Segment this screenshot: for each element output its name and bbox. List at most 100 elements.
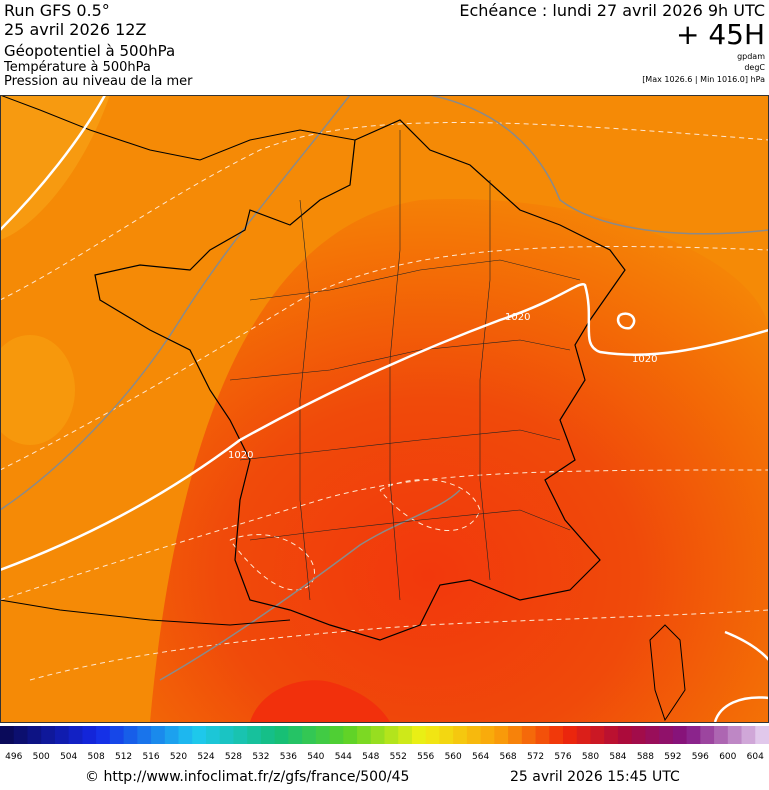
- scale-swatch: [604, 726, 619, 744]
- scale-swatch: [151, 726, 166, 744]
- scale-label: 500: [33, 752, 50, 762]
- scale-label: 504: [60, 752, 77, 762]
- scale-swatch: [549, 726, 564, 744]
- scale-label: 580: [582, 752, 599, 762]
- unit-gpdam: gpdam: [737, 52, 765, 61]
- scale-label: 512: [115, 752, 132, 762]
- scale-swatch: [0, 726, 15, 744]
- scale-swatch: [274, 726, 289, 744]
- scale-label: 496: [5, 752, 22, 762]
- scale-swatch: [219, 726, 234, 744]
- scale-swatch: [645, 726, 660, 744]
- scale-swatch: [425, 726, 440, 744]
- generated-time: 25 avril 2026 15:45 UTC: [510, 769, 680, 785]
- scale-swatch: [494, 726, 509, 744]
- scale-swatch: [535, 726, 550, 744]
- coastline-uk: [0, 95, 356, 161]
- scale-swatch: [700, 726, 715, 744]
- scale-label: 588: [637, 752, 654, 762]
- pressure-range: [Max 1026.6 | Min 1016.0] hPa: [642, 75, 765, 84]
- scale-swatch: [466, 726, 482, 744]
- geopotential-lines: [0, 95, 769, 681]
- warm-zone: [150, 199, 769, 722]
- color-scale: 496 500 504 508 512 516 520 524 528 532 536 540 544 5…: [0, 726, 769, 762]
- scale-label: 596: [692, 752, 709, 762]
- scale-swatch: [384, 726, 399, 744]
- isotherms: [0, 122, 769, 681]
- scale-label: 556: [417, 752, 434, 762]
- scale-swatch: [576, 726, 591, 744]
- scale-label: 548: [362, 752, 379, 762]
- scale-label: 544: [335, 752, 352, 762]
- coastline-spain: [0, 599, 291, 626]
- scale-swatch: [164, 726, 180, 744]
- scale-swatch: [343, 726, 358, 744]
- scale-swatch: [563, 726, 578, 744]
- scale-swatch: [205, 726, 221, 744]
- scale-label: 604: [747, 752, 764, 762]
- scale-swatch: [370, 726, 385, 744]
- scale-swatch: [439, 726, 454, 744]
- corsica: [649, 624, 686, 722]
- scale-label: 564: [472, 752, 489, 762]
- scale-label: 552: [390, 752, 407, 762]
- scale-swatch: [192, 726, 207, 744]
- scale-swatch: [755, 726, 769, 744]
- scale-label: 528: [225, 752, 242, 762]
- scale-swatch: [233, 726, 248, 744]
- scale-swatch: [27, 726, 42, 744]
- scale-swatch: [714, 726, 729, 744]
- cool-zone: [0, 335, 75, 445]
- isobar-label: 1020: [228, 450, 253, 461]
- scale-swatch: [260, 726, 276, 744]
- scale-swatch: [741, 726, 756, 744]
- scale-swatch: [54, 726, 70, 744]
- run-date: 25 avril 2026 12Z: [4, 20, 146, 39]
- field-temperature: Température à 500hPa: [3, 60, 151, 75]
- isobar-label: 1020: [505, 312, 530, 323]
- scale-label: 520: [170, 752, 187, 762]
- scale-swatch: [686, 726, 701, 744]
- scale-swatch: [659, 726, 674, 744]
- scale-swatch: [82, 726, 97, 744]
- scale-swatch: [521, 726, 537, 744]
- isobars: [0, 95, 769, 722]
- scale-swatch: [247, 726, 262, 744]
- scale-swatch: [123, 726, 138, 744]
- isobar-label: 1020: [632, 354, 657, 365]
- scale-swatch: [96, 726, 111, 744]
- scale-label: 592: [664, 752, 681, 762]
- field-geopotential: Géopotentiel à 500hPa: [4, 42, 175, 60]
- scale-label: 560: [445, 752, 462, 762]
- lead-time: + 45H: [676, 18, 765, 51]
- hot-zone: [250, 680, 390, 722]
- scale-swatch: [329, 726, 344, 744]
- scale-swatch: [288, 726, 303, 744]
- scale-swatch: [41, 726, 56, 744]
- scale-swatch: [590, 726, 605, 744]
- forecast-time: Echéance : lundi 27 avril 2026 9h UTC: [459, 1, 765, 20]
- scale-swatch: [357, 726, 372, 744]
- scale-swatch: [453, 726, 468, 744]
- scale-swatch: [727, 726, 743, 744]
- scale-swatch: [631, 726, 646, 744]
- department-borders: [229, 130, 581, 601]
- scale-label: 508: [88, 752, 105, 762]
- scale-swatch: [617, 726, 633, 744]
- scale-swatch: [508, 726, 523, 744]
- scale-label: 584: [609, 752, 626, 762]
- scale-label: 572: [527, 752, 544, 762]
- scale-label: 540: [307, 752, 324, 762]
- scale-swatch: [398, 726, 413, 744]
- scale-swatch: [480, 726, 495, 744]
- scale-swatch: [137, 726, 152, 744]
- scale-label: 532: [252, 752, 269, 762]
- scale-swatch: [672, 726, 688, 744]
- unit-degc: degC: [744, 63, 765, 72]
- source-url: © http://www.infoclimat.fr/z/gfs/france/…: [85, 769, 409, 785]
- scale-label: 568: [499, 752, 516, 762]
- scale-swatch: [302, 726, 317, 744]
- scale-label: 524: [197, 752, 214, 762]
- scale-swatch: [411, 726, 427, 744]
